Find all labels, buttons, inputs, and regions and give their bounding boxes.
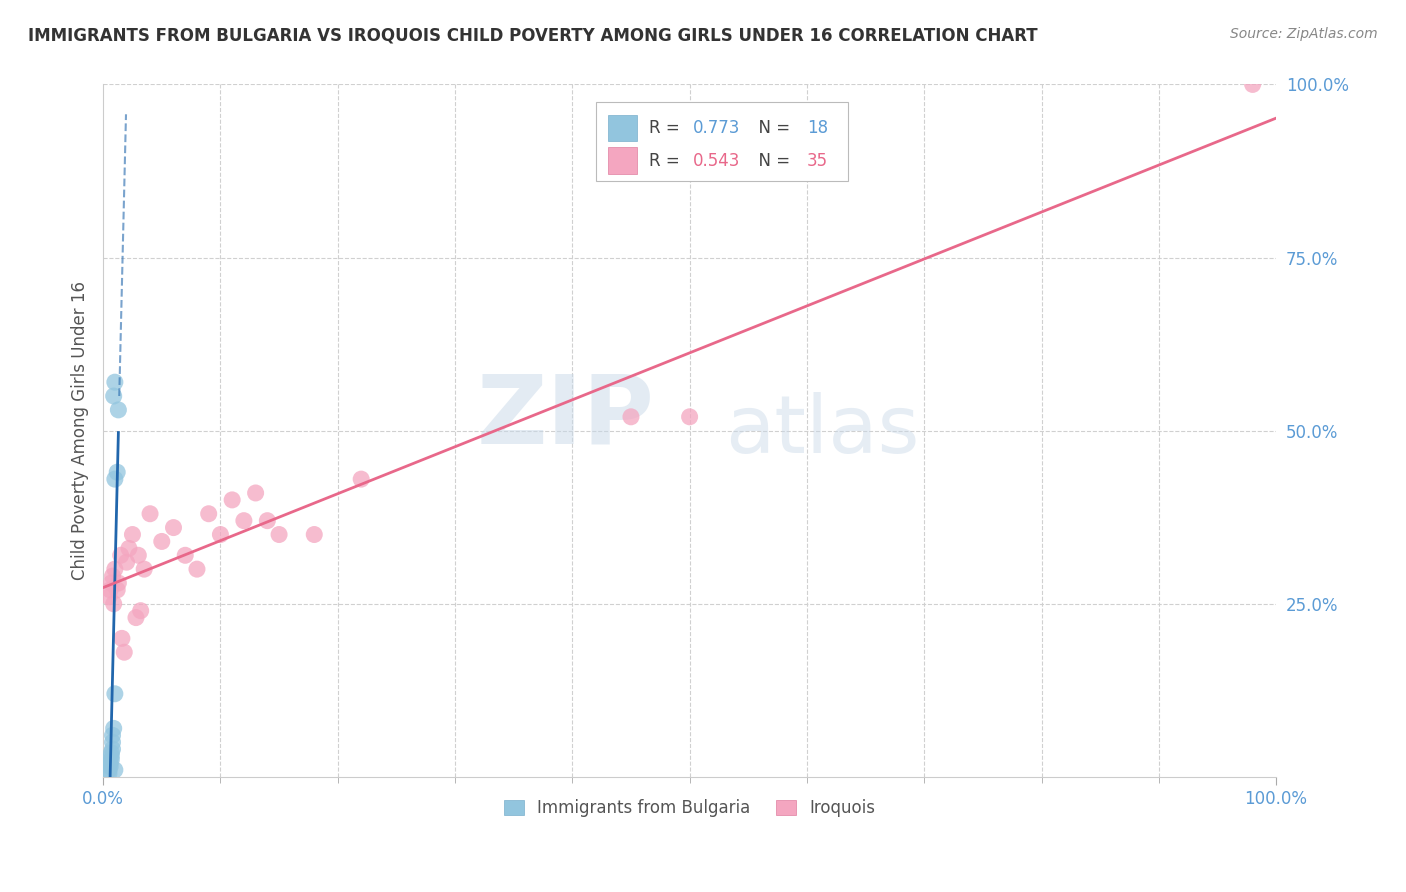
Point <box>98 766 121 780</box>
Text: 35: 35 <box>807 152 828 169</box>
Point <box>107 576 129 591</box>
Point <box>197 507 219 521</box>
Point <box>100 746 122 760</box>
Point <box>221 492 243 507</box>
Point <box>104 562 127 576</box>
Text: R =: R = <box>648 119 685 137</box>
Text: 0.773: 0.773 <box>693 119 741 137</box>
Point <box>98 590 121 604</box>
Point <box>115 555 138 569</box>
Point <box>112 645 135 659</box>
Text: R =: R = <box>648 152 685 169</box>
Point <box>232 514 254 528</box>
Point <box>104 472 127 486</box>
Point <box>134 562 156 576</box>
Point <box>150 534 173 549</box>
Y-axis label: Child Poverty Among Girls Under 16: Child Poverty Among Girls Under 16 <box>72 281 89 580</box>
Point <box>139 507 162 521</box>
Point <box>104 375 127 389</box>
Point <box>209 527 232 541</box>
Legend: Immigrants from Bulgaria, Iroquois: Immigrants from Bulgaria, Iroquois <box>498 793 882 824</box>
Text: atlas: atlas <box>725 392 920 470</box>
Point <box>100 576 122 591</box>
Point <box>121 527 143 541</box>
FancyBboxPatch shape <box>607 115 637 141</box>
Text: N =: N = <box>748 152 796 169</box>
Point <box>103 389 125 403</box>
Text: ZIP: ZIP <box>477 370 654 463</box>
Point <box>98 759 121 773</box>
Point <box>98 763 121 777</box>
Point <box>101 735 124 749</box>
Point <box>162 520 184 534</box>
Point <box>105 582 128 597</box>
Text: Source: ZipAtlas.com: Source: ZipAtlas.com <box>1230 27 1378 41</box>
Point <box>103 722 125 736</box>
Point <box>101 742 124 756</box>
Point <box>101 728 124 742</box>
Point <box>186 562 208 576</box>
Point <box>267 527 290 541</box>
Point <box>110 549 132 563</box>
Text: 0.543: 0.543 <box>693 152 741 169</box>
Point <box>350 472 373 486</box>
Text: N =: N = <box>748 119 796 137</box>
FancyBboxPatch shape <box>607 147 637 174</box>
Point <box>101 569 124 583</box>
Point <box>174 549 197 563</box>
Text: IMMIGRANTS FROM BULGARIA VS IROQUOIS CHILD POVERTY AMONG GIRLS UNDER 16 CORRELAT: IMMIGRANTS FROM BULGARIA VS IROQUOIS CHI… <box>28 27 1038 45</box>
Point <box>111 632 134 646</box>
Point <box>98 756 121 770</box>
Point <box>100 753 122 767</box>
Point <box>104 763 127 777</box>
Point <box>245 486 267 500</box>
Text: 18: 18 <box>807 119 828 137</box>
Point <box>103 597 125 611</box>
Point <box>118 541 141 556</box>
Point <box>104 687 127 701</box>
Point <box>256 514 278 528</box>
Point <box>1241 78 1264 92</box>
Point <box>620 409 643 424</box>
Point <box>678 409 700 424</box>
Point <box>304 527 326 541</box>
Point <box>98 582 121 597</box>
Point <box>100 749 122 764</box>
Point <box>129 604 152 618</box>
FancyBboxPatch shape <box>596 102 848 181</box>
Point <box>127 549 149 563</box>
Point <box>125 610 148 624</box>
Point <box>107 403 129 417</box>
Point <box>105 465 128 479</box>
